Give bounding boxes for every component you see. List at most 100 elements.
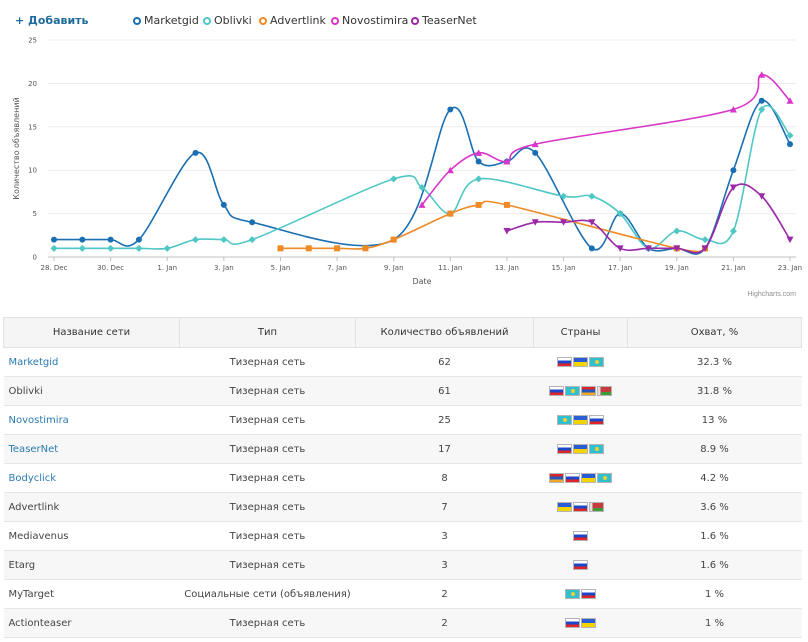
ads-count-cell: 25 [355, 405, 534, 435]
data-point-oblivki [758, 105, 766, 113]
chart-credits-link[interactable]: Highcharts.com [747, 291, 796, 298]
country-flags [572, 559, 589, 571]
data-point-marketgid [249, 219, 256, 226]
network-type-cell: Тизерная сеть [179, 521, 356, 551]
data-point-marketgid [107, 236, 114, 243]
y-tick-label: 0 [33, 254, 37, 262]
x-tick-label: 17. Jan [608, 264, 632, 272]
network-name-cell: Mediavenus [3, 521, 180, 551]
data-point-novostimira [729, 105, 737, 113]
x-tick-label: 15. Jan [551, 264, 575, 272]
column-header-reach[interactable]: Охват, % [627, 317, 802, 348]
ads-count-cell: 3 [355, 550, 534, 580]
countries-cell [533, 492, 628, 522]
network-type-cell: Социальные сети (объявления) [179, 579, 356, 609]
series-line-teasernet [506, 183, 791, 254]
country-flags [556, 414, 605, 426]
flag-ua-icon [580, 472, 596, 483]
country-flags [572, 530, 589, 542]
reach-cell: 32.3 % [627, 347, 802, 377]
data-point-oblivki [701, 236, 709, 244]
data-point-oblivki [163, 244, 171, 252]
data-point-marketgid [588, 245, 595, 252]
flag-by-icon [588, 501, 604, 512]
data-point-novostimira [758, 71, 766, 78]
legend-marker-icon [411, 17, 419, 25]
network-name-link[interactable]: Marketgid [8, 356, 59, 368]
network-type-cell: Тизерная сеть [179, 463, 356, 493]
network-name-cell: Marketgid [3, 347, 180, 377]
legend-item-advertlink[interactable]: Advertlink [259, 14, 326, 27]
ads-count-cell: 61 [355, 376, 534, 406]
table-row: MyTarget Социальные сети (объявления) 2 1 % [3, 579, 802, 609]
data-point-marketgid [758, 97, 765, 104]
legend-item-oblivki[interactable]: Oblivki [203, 14, 252, 27]
data-point-advertlink [305, 245, 312, 252]
legend-item-novostimira[interactable]: Novostimira [331, 14, 408, 27]
flag-by-icon [596, 385, 612, 396]
data-point-marketgid [475, 158, 482, 165]
network-name-cell: MyTarget [3, 579, 180, 609]
network-name: Actionteaser [8, 617, 72, 629]
column-header-network[interactable]: Название сети [3, 317, 180, 348]
network-name-cell: TeaserNet [3, 434, 180, 464]
y-tick-label: 20 [28, 80, 37, 88]
network-name-link[interactable]: Novostimira [8, 414, 69, 426]
column-header-count[interactable]: Количество объявлений [355, 317, 534, 348]
table-row: Marketgid Тизерная сеть 62 32.3 % [3, 347, 802, 377]
data-point-oblivki [107, 244, 115, 252]
reach-cell: 8.9 % [627, 434, 802, 464]
y-tick-label: 5 [33, 210, 37, 218]
series-line-novostimira [421, 73, 791, 206]
reach-cell: 1 % [627, 579, 802, 609]
data-point-marketgid [787, 141, 793, 148]
legend-item-marketgid[interactable]: Marketgid [133, 14, 199, 27]
legend-label: Oblivki [214, 14, 252, 27]
data-point-marketgid [730, 167, 737, 174]
flag-am-icon [548, 472, 564, 483]
data-point-teasernet [701, 245, 709, 252]
x-tick-label: 23. Jan [778, 264, 802, 272]
flag-kz-icon [564, 385, 580, 396]
data-point-teasernet [560, 219, 568, 226]
x-tick-label: 19. Jan [665, 264, 689, 272]
legend-item-teasernet[interactable]: TeaserNet [411, 14, 477, 27]
country-flags [556, 356, 605, 368]
data-point-teasernet [503, 227, 511, 235]
table-row: Bodyclick Тизерная сеть 8 4.2 % [3, 463, 802, 493]
column-header-type[interactable]: Тип [179, 317, 356, 348]
add-network-button[interactable]: + Добавить [15, 14, 89, 27]
reach-cell: 1.6 % [627, 521, 802, 551]
data-point-advertlink [447, 210, 454, 217]
flag-ru-icon [572, 530, 588, 541]
network-name-link[interactable]: TeaserNet [8, 443, 59, 455]
reach-cell: 3.6 % [627, 492, 802, 522]
column-header-countries[interactable]: Страны [533, 317, 628, 348]
flag-ua-icon [572, 356, 588, 367]
legend-label: Advertlink [270, 14, 326, 27]
network-type-cell: Тизерная сеть [179, 492, 356, 522]
flag-ru-icon [564, 617, 580, 628]
data-point-advertlink [475, 201, 482, 208]
y-axis-label: Количество объявлений [12, 97, 21, 199]
data-point-advertlink [390, 236, 397, 243]
network-type-cell: Тизерная сеть [179, 347, 356, 377]
ads-count-line-chart: 0 5 10 15 20 25 28. Dec 30. Dec 1. Jan 3. Jan 5. J… [12, 37, 802, 287]
data-point-advertlink [277, 245, 284, 252]
network-name-cell: Actionteaser [3, 608, 180, 638]
legend-label: Novostimira [342, 14, 409, 27]
flag-ru-icon [564, 472, 580, 483]
legend-marker-icon [133, 17, 141, 25]
data-point-teasernet [616, 245, 624, 252]
data-point-oblivki [50, 244, 58, 252]
table-row: Advertlink Тизерная сеть 7 3.6 % [3, 492, 802, 522]
country-flags [564, 588, 597, 600]
network-name-link[interactable]: Bodyclick [8, 472, 57, 484]
country-flags [548, 385, 613, 397]
ads-count-cell: 3 [355, 521, 534, 551]
table-header-row: Название сети Тип Количество объявлений … [3, 317, 802, 348]
network-name-cell: Novostimira [3, 405, 180, 435]
table-row: Mediavenus Тизерная сеть 3 1.6 % [3, 521, 802, 551]
table-row: TeaserNet Тизерная сеть 17 8.9 % [3, 434, 802, 464]
data-point-oblivki [588, 192, 596, 200]
